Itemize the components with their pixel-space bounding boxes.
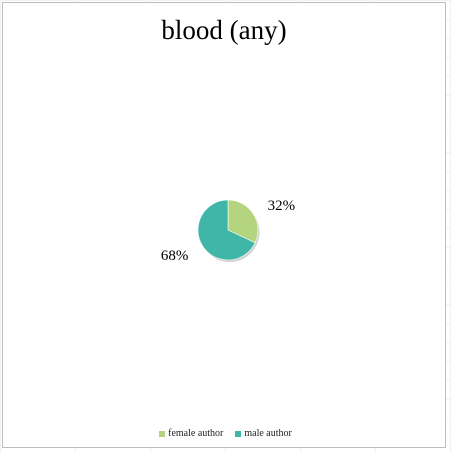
legend-swatch-male-author <box>235 430 242 437</box>
legend-label-male-author: male author <box>244 428 292 439</box>
legend: female author male author <box>0 428 451 439</box>
data-label-female-author: 32% <box>268 198 296 214</box>
pie-slice-female-author[interactable] <box>227 199 259 244</box>
legend-label-female-author: female author <box>168 428 224 439</box>
legend-item-female-author: female author <box>159 428 223 439</box>
pie-slice-male-author[interactable] <box>197 199 256 261</box>
legend-item-male-author: male author <box>235 428 292 439</box>
chart-title: blood (any) <box>161 15 287 45</box>
data-label-male-author: 68% <box>161 248 189 264</box>
legend-swatch-female-author <box>159 430 166 437</box>
